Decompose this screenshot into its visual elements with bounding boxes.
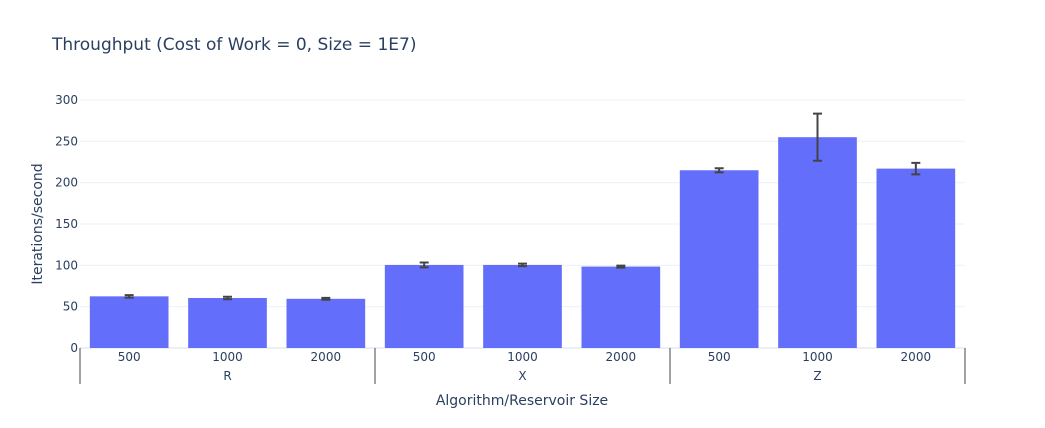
bars [89,137,956,348]
error-bar-z-500 [714,167,724,174]
x-tick-label: 500 [413,350,436,364]
error-bar-r-2000 [321,296,331,301]
bar-x-1000 [483,264,562,348]
bar-z-500 [679,170,759,348]
error-bar-r-500 [124,294,134,299]
bar-z-1000 [778,137,857,348]
bar-x-500 [384,264,464,348]
group-dividers [79,348,966,384]
chart-title: Throughput (Cost of Work = 0, Size = 1E7… [51,35,416,55]
error-bar-z-1000 [813,112,822,162]
x-tick-label: 500 [118,350,141,364]
bar-r-2000 [286,298,366,348]
x-tick-label: 2000 [606,350,637,364]
y-tick-label: 150 [55,217,78,231]
x-tick-label: 500 [708,350,731,364]
y-axis-title: Iterations/second [30,163,46,284]
x-tick-label: 1000 [507,350,538,364]
group-label-z: Z [813,369,821,383]
error-bar-x-500 [419,261,429,269]
x-tick-labels: 500 1000 2000 500 1000 2000 500 1000 2000 [118,350,931,364]
error-bar-z-2000 [911,161,921,176]
y-tick-label: 300 [55,93,78,107]
bar-z-2000 [876,168,956,348]
group-label-r: R [223,369,231,383]
error-bar-x-2000 [616,264,626,269]
bar-r-1000 [188,297,267,348]
x-tick-label: 1000 [802,350,833,364]
y-tick-label: 100 [55,258,78,272]
group-label-x: X [518,369,526,383]
y-tick-label: 200 [55,176,78,190]
bar-x-2000 [581,266,661,348]
y-tick-label: 250 [55,134,78,148]
x-tick-label: 2000 [311,350,342,364]
error-bar-r-1000 [223,295,232,301]
error-bar-x-1000 [518,262,527,268]
error-bars [124,112,921,301]
y-tick-labels: 0 50 100 150 200 250 300 [55,93,78,355]
y-tick-label: 0 [70,341,78,355]
x-tick-label: 2000 [901,350,932,364]
y-tick-label: 50 [63,300,78,314]
bar-r-500 [89,296,169,348]
x-tick-label: 1000 [212,350,243,364]
x-axis-title: Algorithm/Reservoir Size [436,393,608,409]
